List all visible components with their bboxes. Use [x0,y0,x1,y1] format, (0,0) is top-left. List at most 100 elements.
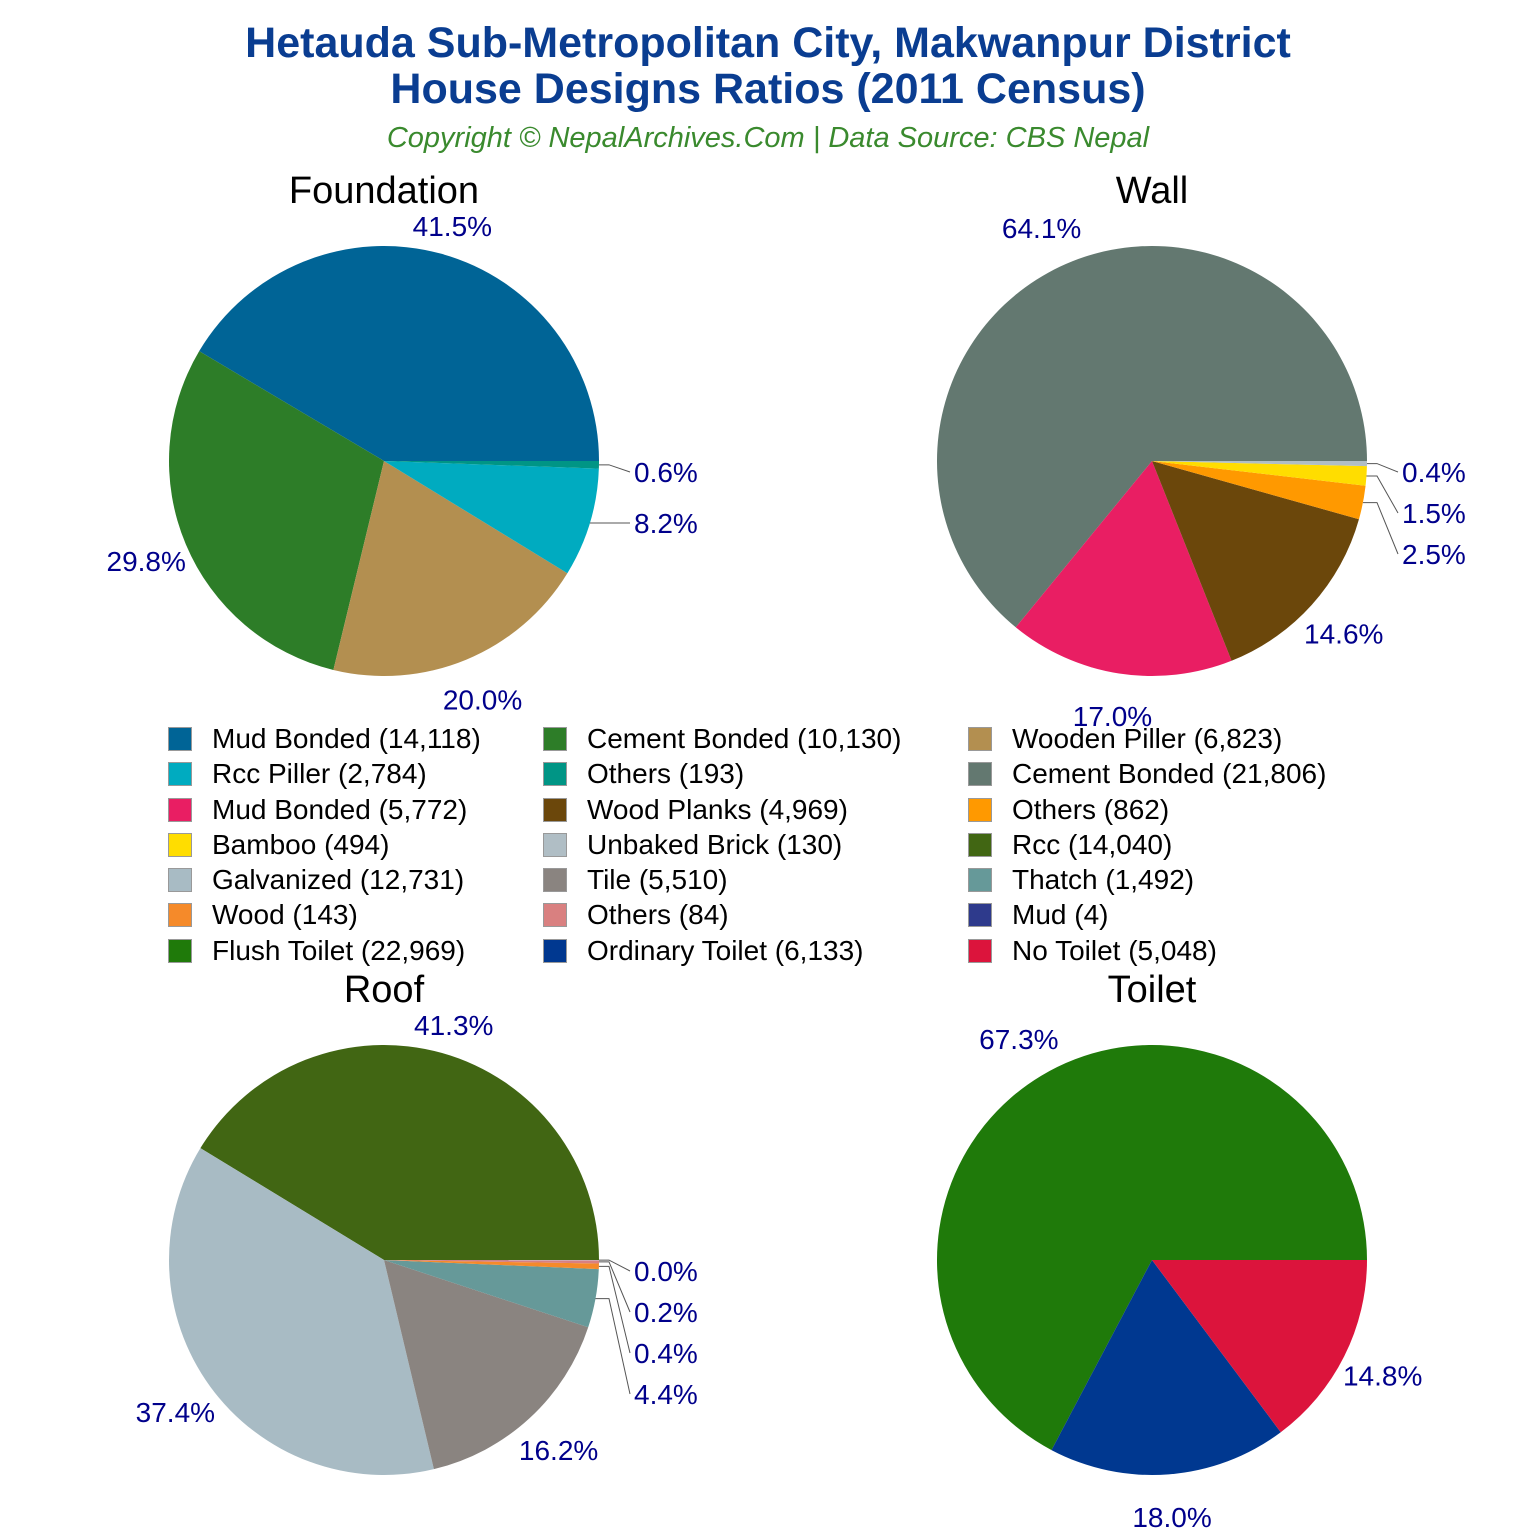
legend-item: Mud Bonded (5,772) [168,794,543,825]
legend-item: Mud Bonded (14,118) [168,723,543,754]
leader-line [1366,463,1399,473]
legend-item: No Toilet (5,048) [968,935,1368,966]
pie-slice [1152,461,1367,467]
pie-slice [199,246,600,461]
legend-swatch [168,797,192,822]
pie-slice [384,461,599,469]
legend-swatch [168,727,192,751]
slice-percent-label: 2.5% [1402,539,1466,570]
slice-percent-label: 64.1% [1002,213,1081,244]
legend-item: Wood (143) [168,899,543,930]
legend-swatch [968,762,992,787]
legend-label: Thatch (1,492) [1012,864,1195,896]
slice-percent-label: 18.0% [1132,1502,1211,1533]
legend-swatch [968,832,992,857]
legend-item: Others (84) [543,899,968,930]
pie-slice [384,1260,599,1328]
pie-slice [384,1260,599,1270]
legend-label: Tile (5,510) [587,864,728,896]
legend-swatch [168,762,192,787]
legend-item: Tile (5,510) [543,864,968,895]
slice-percent-label: 16.2% [519,1435,598,1466]
legend-item: Rcc (14,040) [968,829,1368,860]
legend-swatch [968,727,992,751]
slice-percent-label: 37.4% [136,1397,215,1428]
legend-swatch [543,903,567,928]
legend-label: Galvanized (12,731) [212,864,465,896]
legend-item: Others (193) [543,758,968,789]
slice-percent-label: 1.5% [1402,498,1466,529]
slice-percent-label: 17.0% [1073,701,1152,732]
slice-percent-label: 0.2% [634,1297,698,1328]
legend-label: Rcc (14,040) [1012,828,1173,860]
pie-slice [1152,461,1367,486]
legend-item: Cement Bonded (21,806) [968,758,1368,789]
legend-label: Mud Bonded (14,118) [212,723,481,754]
legend-label: Others (84) [587,899,729,931]
pie-slice [169,351,384,670]
slice-percent-label: 0.4% [1402,457,1466,488]
leader-line [599,1259,631,1272]
legend-swatch [543,797,567,822]
slice-percent-label: 0.6% [634,457,698,488]
legend-swatch [168,868,192,893]
legend-swatch [168,832,192,857]
legend-label: Others (862) [1012,793,1170,825]
legend: Mud Bonded (14,118) Cement Bonded (10,130… [168,723,1368,966]
slice-percent-label: 0.4% [634,1338,698,1369]
legend-label: Wooden Piller (6,823) [1012,723,1283,754]
legend-item: Thatch (1,492) [968,864,1368,895]
pie-slice [200,1045,599,1260]
legend-label: Mud Bonded (5,772) [212,793,468,825]
pie-slice [936,245,1367,628]
legend-label: Unbaked Brick (130) [587,828,843,860]
legend-label: Ordinary Toilet (6,133) [587,934,864,966]
legend-label: Cement Bonded (21,806) [1012,758,1327,790]
pie-slice [937,1045,1367,1451]
legend-swatch [168,938,192,963]
pie-title: Wall [1116,170,1188,212]
leader-line [598,1261,631,1313]
legend-swatch [168,903,192,928]
legend-label: Cement Bonded (10,130) [587,723,902,754]
slice-percent-label: 20.0% [443,684,522,715]
leader-line [1366,475,1399,514]
pie-slice [1152,1260,1367,1433]
pie-slice [384,1260,589,1470]
legend-swatch [543,727,567,751]
legend-item: Flush Toilet (22,969) [168,935,543,966]
legend-label: Others (193) [587,758,745,790]
pie-title: Toilet [1108,969,1197,1011]
legend-label: Flush Toilet (22,969) [212,934,466,966]
legend-swatch [543,938,567,963]
leader-line [598,464,631,473]
slice-percent-label: 41.3% [414,1010,493,1041]
legend-item: Mud (4) [968,899,1368,930]
pie-slice [333,461,568,676]
legend-label: Bamboo (494) [212,828,390,860]
copyright-text: Copyright © NepalArchives.Com | Data Sou… [386,122,1150,154]
slice-percent-label: 14.8% [1343,1361,1422,1392]
pie-slice [1152,461,1359,661]
legend-item: Galvanized (12,731) [168,864,543,895]
legend-swatch [968,797,992,822]
legend-item: Bamboo (494) [168,829,543,860]
legend-item: Cement Bonded (10,130) [543,723,968,754]
pie-slice [1015,461,1232,676]
pie-slice [1152,461,1366,520]
legend-swatch [543,868,567,893]
chart-title-line-1: Hetauda Sub-Metropolitan City, Makwanpur… [245,19,1291,67]
slice-percent-label: 0.0% [634,1256,698,1287]
pie-title: Roof [344,969,425,1011]
pie-slice [384,1260,599,1264]
legend-label: Rcc Piller (2,784) [212,758,427,790]
legend-item: Rcc Piller (2,784) [168,758,543,789]
legend-item: Wood Planks (4,969) [543,794,968,825]
pie-slice [384,461,599,574]
slice-percent-label: 8.2% [634,508,698,539]
slice-percent-label: 41.5% [413,211,492,242]
legend-label: Wood Planks (4,969) [587,793,848,825]
leader-line [595,1298,631,1395]
legend-swatch [543,832,567,857]
